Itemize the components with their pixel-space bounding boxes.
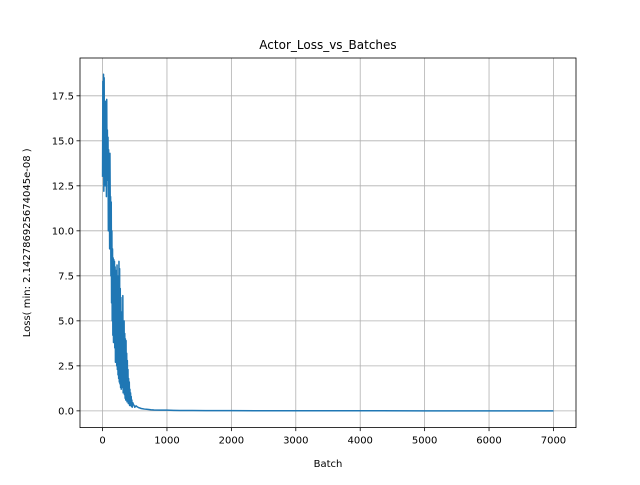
- y-tick-label: 15.0: [52, 136, 74, 147]
- x-tick-label: 0: [99, 436, 105, 447]
- y-tick-label: 12.5: [52, 181, 74, 192]
- y-tick-label: 2.5: [58, 361, 74, 372]
- x-tick-label: 7000: [541, 436, 566, 447]
- y-tick-label: 17.5: [52, 91, 74, 102]
- y-tick-label: 7.5: [58, 271, 74, 282]
- x-tick-label: 1000: [154, 436, 179, 447]
- plot-frame: [79, 57, 577, 429]
- loss-series-line: [101, 73, 554, 412]
- axis-ticks: 0 1000 2000 3000 4000 5000 6000 7000 0.0 2.5 5.0 7.…: [52, 91, 566, 446]
- series-layer: [101, 73, 554, 412]
- x-tick-label: 6000: [476, 436, 501, 447]
- x-tick-label: 5000: [412, 436, 437, 447]
- x-tick-label: 4000: [347, 436, 372, 447]
- x-tick-label: 3000: [283, 436, 308, 447]
- y-tick-label: 10.0: [52, 226, 74, 237]
- y-tick-label: 0.0: [58, 406, 74, 417]
- x-axis-label: Batch: [314, 459, 343, 470]
- chart-title: Actor_Loss_vs_Batches: [259, 38, 396, 52]
- y-axis-label: Loss( min: 2.142786925674045e-08 ): [22, 148, 33, 337]
- y-tick-label: 5.0: [58, 316, 74, 327]
- x-tick-label: 2000: [219, 436, 244, 447]
- grid-lines: [80, 58, 576, 428]
